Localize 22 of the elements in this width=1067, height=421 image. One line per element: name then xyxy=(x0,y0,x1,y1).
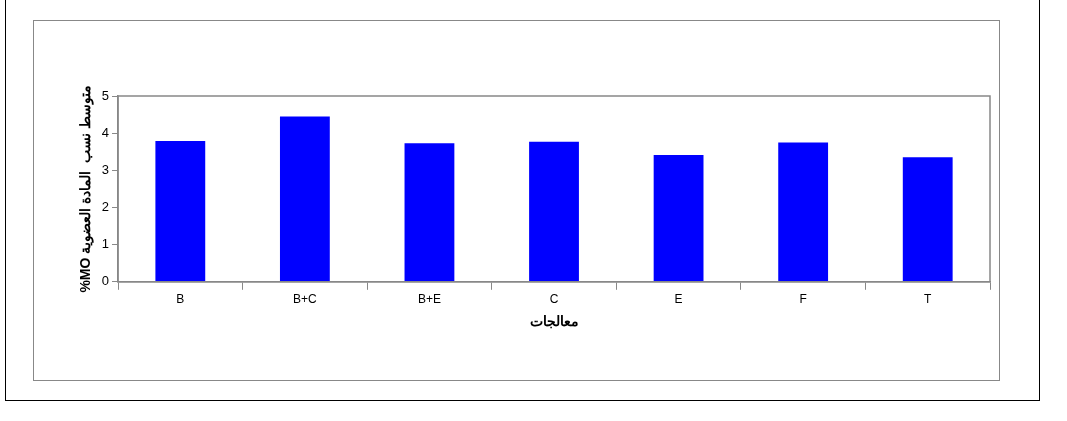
y-tick-label: 1 xyxy=(101,236,110,252)
x-tick-label: B+E xyxy=(417,292,441,307)
y-tick-label: 4 xyxy=(101,124,110,140)
bar xyxy=(778,142,829,282)
y-tick-label: 0 xyxy=(101,273,110,289)
x-tick-label: B+C xyxy=(293,292,318,307)
bar xyxy=(529,141,579,282)
x-tick-label: C xyxy=(549,292,559,307)
x-axis-title: معالجات xyxy=(529,313,579,330)
bar xyxy=(902,157,953,282)
y-axis-title: %MO متوسط نسب المادة العضوية xyxy=(77,85,95,293)
y-tick-label: 5 xyxy=(101,87,110,103)
x-tick-label: T xyxy=(924,292,933,307)
bar xyxy=(404,143,455,282)
x-tick-label: F xyxy=(799,292,807,307)
bar xyxy=(279,116,330,282)
x-tick-label: E xyxy=(674,292,683,307)
y-tick-label: 3 xyxy=(101,161,110,177)
bar xyxy=(653,155,704,282)
bar xyxy=(155,140,206,282)
y-tick-label: 2 xyxy=(101,199,110,215)
x-tick-label: B xyxy=(176,292,185,307)
